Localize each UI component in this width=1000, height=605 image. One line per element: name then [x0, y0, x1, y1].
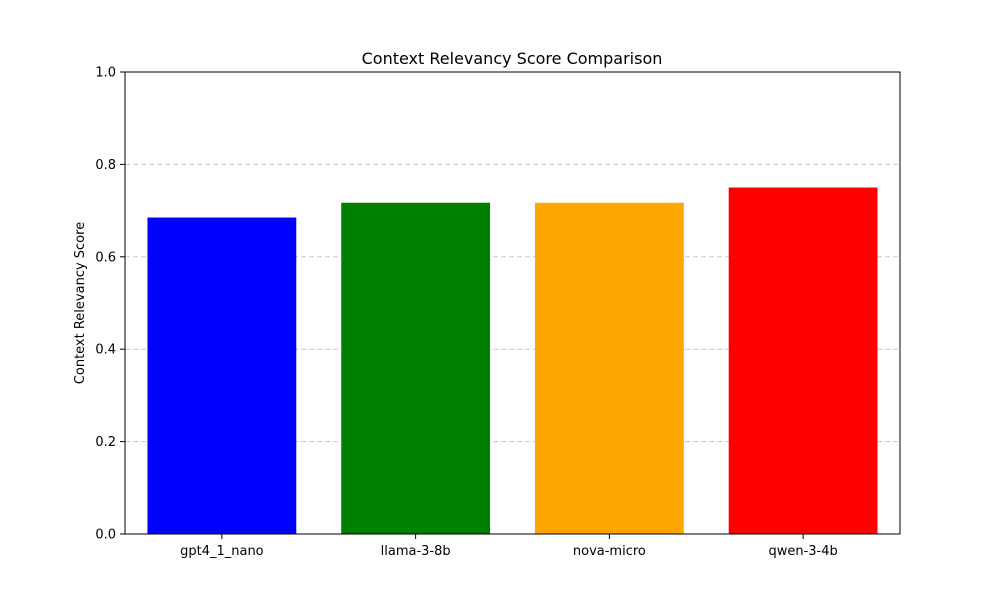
- y-tick-label: 1.0: [95, 66, 116, 81]
- bar-qwen-3-4b: [728, 187, 878, 534]
- x-tick-label: gpt4_1_nano: [180, 544, 264, 559]
- bars: [147, 187, 878, 534]
- y-tick-label: 0.0: [95, 528, 116, 543]
- bar-gpt4_1_nano: [147, 217, 297, 534]
- y-axis-label: Context Relevancy Score: [73, 222, 88, 384]
- y-tick-label: 0.8: [95, 158, 116, 173]
- y-axis-ticks: 0.0 0.2 0.4 0.6 0.8 1.0: [95, 66, 125, 543]
- chart-title: Context Relevancy Score Comparison: [362, 49, 663, 68]
- x-tick-label: llama-3-8b: [381, 544, 451, 559]
- x-axis-ticks: gpt4_1_nano llama-3-8b nova-micro qwen-3-4b: [180, 534, 838, 559]
- x-tick-label: nova-micro: [573, 544, 646, 559]
- x-tick-label: qwen-3-4b: [768, 544, 837, 559]
- plot-frame: [124, 71, 901, 535]
- bar-llama-3-8b: [341, 202, 491, 534]
- y-tick-label: 0.4: [95, 343, 116, 358]
- y-tick-label: 0.6: [95, 250, 116, 265]
- y-tick-label: 0.2: [95, 435, 116, 450]
- bar-nova-micro: [534, 202, 684, 534]
